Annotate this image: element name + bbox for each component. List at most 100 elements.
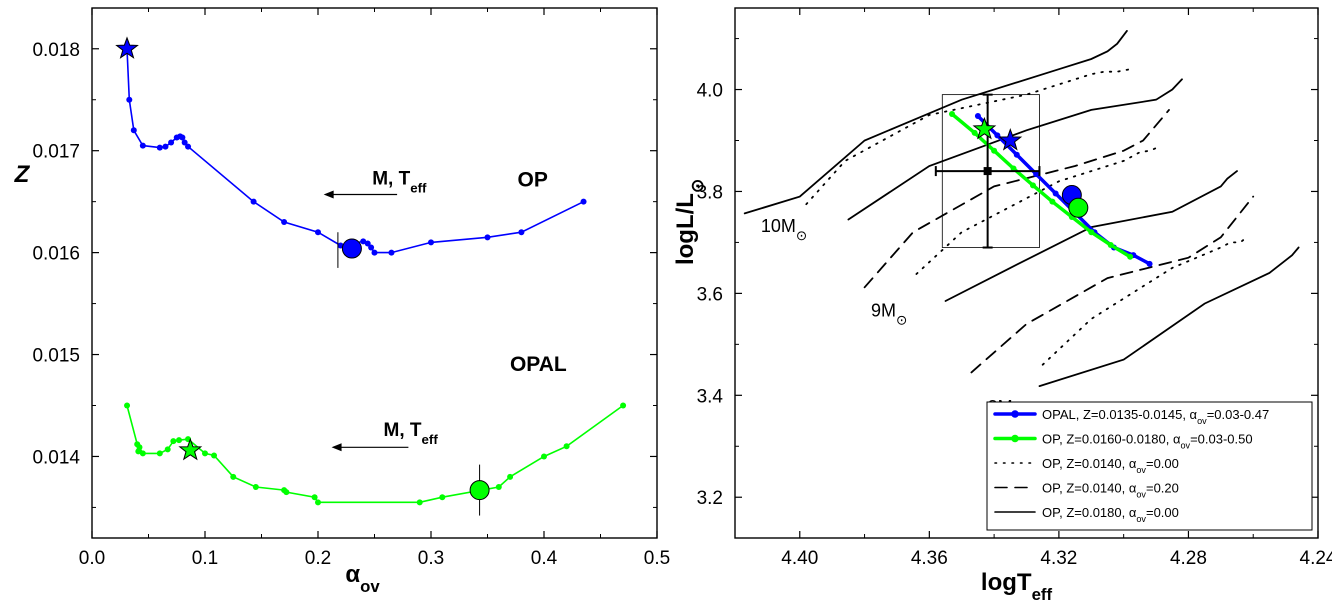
series-point-opal — [202, 450, 208, 457]
track-dashed — [863, 109, 1170, 289]
x-tick-label: 4.32 — [1040, 548, 1077, 569]
legend-entry-sub: ov — [1136, 465, 1146, 475]
track-dotted — [915, 147, 1157, 275]
series-point-opal — [124, 402, 131, 409]
annotation-m-teff: M, Teff — [372, 168, 427, 195]
series-point-opal — [439, 494, 446, 501]
y-tick-label: 3.4 — [697, 386, 724, 407]
series-point-opal — [283, 489, 290, 496]
legend-box — [986, 401, 1313, 531]
x-axis-title-sub: eff — [1032, 585, 1053, 604]
legend-entry-name: OP, Z=0.0140, α — [1042, 481, 1137, 496]
series-point-0 — [1052, 190, 1059, 197]
legend-entry-tail: =0.03-0.50 — [1190, 432, 1253, 447]
left-plot-frame — [91, 7, 658, 539]
x-axis-title: logTeff — [981, 569, 1053, 604]
track-solid — [743, 29, 1128, 215]
y-axis-title-main: logL/L — [672, 193, 699, 265]
legend-swatch-dot — [1011, 410, 1019, 418]
error-point — [983, 167, 992, 176]
series-point-opal — [164, 446, 171, 453]
annotation-sub: eff — [410, 180, 427, 195]
series-point-opal — [315, 499, 321, 506]
series-point-1 — [1107, 241, 1114, 248]
arrow-head — [331, 443, 342, 452]
legend-entry-name: OP, Z=0.0160-0.0180, α — [1042, 432, 1181, 447]
series-point-1 — [1049, 198, 1056, 205]
arrow-head — [323, 190, 334, 199]
x-tick-label: 0.5 — [644, 548, 670, 569]
marker-star — [998, 128, 1023, 151]
series-point-op — [139, 142, 146, 149]
series-point-0 — [974, 113, 981, 120]
y-tick-label: 0.016 — [32, 244, 80, 265]
series-point-opal — [541, 453, 547, 460]
series-point-op — [315, 229, 321, 236]
series-line-1 — [950, 112, 1132, 259]
y-axis-title: Z — [14, 161, 31, 188]
x-tick-label: 4.36 — [911, 548, 948, 569]
series-point-opal — [139, 450, 146, 457]
mass-label-main: 10M — [761, 216, 796, 236]
legend-entry-tail: =0.03-0.47 — [1207, 407, 1270, 422]
series-point-1 — [1029, 182, 1036, 189]
legend-entry-name: OP, Z=0.0180, α — [1042, 505, 1137, 520]
x-axis-title-main: logT — [981, 569, 1032, 596]
series-point-op — [185, 143, 192, 150]
y-tick-label: 0.018 — [32, 40, 80, 61]
series-point-opal — [156, 450, 163, 457]
right-plot-frame — [734, 7, 1319, 539]
legend-entry: OP, Z=0.0160-0.0180, αov=0.03-0.50 — [1042, 432, 1253, 451]
series-point-op — [518, 229, 525, 236]
series-point-opal — [230, 473, 237, 480]
mass-label-sub: ⊙ — [796, 228, 807, 243]
legend-entry-sub: ov — [1180, 441, 1190, 451]
series-point-op — [388, 249, 395, 256]
series-point-1 — [949, 111, 956, 117]
y-tick-label: 0.015 — [32, 346, 80, 367]
series-point-opal — [211, 452, 218, 459]
annotation-sub: eff — [422, 432, 439, 447]
series-point-1 — [971, 129, 978, 136]
series-point-opal — [416, 499, 423, 506]
x-axis-title-sub: ov — [360, 577, 380, 596]
legend-swatch-dot — [1011, 434, 1019, 443]
x-axis-title-main: α — [345, 561, 360, 588]
legend-entry: OP, Z=0.0140, αov=0.20 — [1042, 481, 1179, 500]
series-point-1 — [1088, 229, 1095, 236]
legend-entry-tail: =0.20 — [1146, 481, 1179, 496]
y-tick-label: 4.0 — [697, 81, 723, 102]
series-point-opal — [176, 437, 183, 444]
series-point-op — [580, 198, 587, 205]
legend-entry: OPAL, Z=0.0135-0.0145, αov=0.03-0.47 — [1042, 407, 1269, 426]
marker-star — [178, 437, 203, 461]
series-point-op — [484, 234, 491, 241]
series-point-0 — [1013, 151, 1020, 158]
series-point-opal — [563, 443, 570, 450]
legend-entry: OP, Z=0.0180, αov=0.00 — [1042, 505, 1179, 524]
y-axis-title-sub: ⊙ — [688, 179, 707, 193]
left-panel-z-vs-alpha: 0.0 0.1 0.2 0.3 0.4 0.5 0.014 0.015 0.016 0.017 0.… — [14, 7, 670, 596]
series-line-op — [126, 48, 584, 254]
series-point-opal — [136, 444, 143, 451]
track-dashed — [970, 195, 1255, 374]
series-point-opal — [252, 484, 259, 491]
x-tick-label: 0.2 — [305, 548, 331, 569]
series-point-op — [162, 143, 169, 150]
x-tick-label: 4.28 — [1170, 548, 1207, 569]
series-point-op — [126, 96, 133, 103]
y-tick-label: 0.017 — [32, 142, 80, 163]
mass-label: 10M⊙ — [761, 216, 807, 243]
series-point-op — [130, 127, 137, 134]
y-tick-label: 0.014 — [32, 447, 80, 468]
track-dotted — [805, 68, 1131, 206]
series-point-op — [428, 239, 434, 246]
track-solid — [847, 78, 1183, 221]
annotation-opal: OPAL — [510, 353, 567, 376]
track-solid — [1038, 246, 1300, 388]
series-point-opal — [311, 494, 318, 501]
x-tick-label: 0.1 — [192, 548, 218, 569]
series-point-op — [368, 244, 375, 251]
series-point-op — [156, 144, 163, 151]
